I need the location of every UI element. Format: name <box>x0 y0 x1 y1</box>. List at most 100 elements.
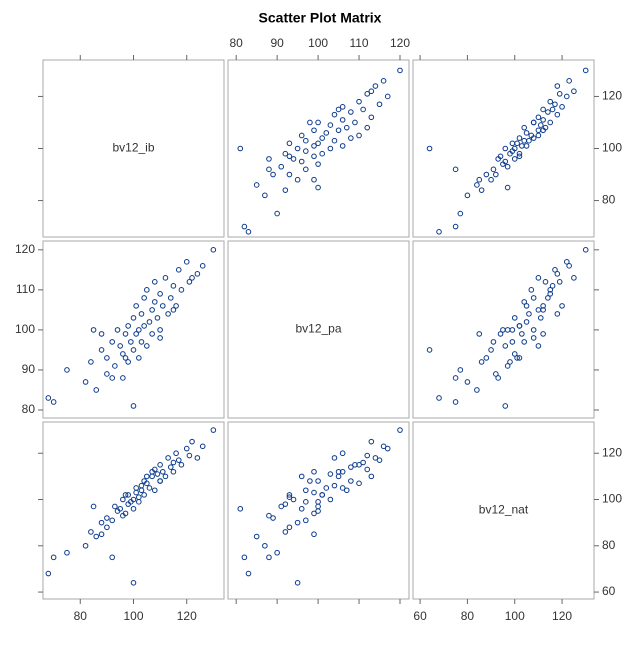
point <box>109 375 116 381</box>
point <box>436 228 442 235</box>
point <box>245 570 252 577</box>
point <box>165 311 171 317</box>
point <box>270 171 276 178</box>
point <box>478 359 485 365</box>
x-tick-label: 120 <box>552 609 572 623</box>
point <box>130 403 137 409</box>
point <box>368 114 375 121</box>
point <box>138 487 145 494</box>
x-tick-label: 80 <box>230 36 244 50</box>
point <box>237 145 244 152</box>
point <box>112 363 118 369</box>
point <box>298 505 305 512</box>
point <box>183 445 190 452</box>
point <box>343 124 350 131</box>
point <box>339 143 346 149</box>
point <box>368 438 375 445</box>
point <box>173 303 179 309</box>
point <box>348 135 354 141</box>
point <box>141 492 147 498</box>
point <box>426 145 433 152</box>
point <box>130 505 137 512</box>
point <box>530 295 537 301</box>
point <box>120 351 126 357</box>
point <box>98 519 105 526</box>
point <box>514 355 520 361</box>
point <box>556 91 563 97</box>
point <box>136 355 142 361</box>
point <box>157 291 163 297</box>
point <box>559 104 565 110</box>
point <box>549 106 556 113</box>
point <box>294 145 301 152</box>
point <box>339 104 346 110</box>
point <box>82 379 89 385</box>
point <box>490 166 497 173</box>
point <box>497 331 504 337</box>
point <box>307 119 313 126</box>
point <box>290 156 297 162</box>
point <box>128 339 134 345</box>
point <box>364 124 371 131</box>
point <box>125 359 131 365</box>
point <box>266 166 272 173</box>
point <box>360 106 366 113</box>
point <box>511 156 518 162</box>
point <box>210 247 217 253</box>
x-tick-label: 60 <box>413 609 427 623</box>
y-tick-label: 110 <box>16 282 35 296</box>
point <box>540 117 546 123</box>
point <box>547 119 554 126</box>
point <box>210 427 217 433</box>
point <box>307 478 313 484</box>
point <box>504 163 511 170</box>
point <box>303 148 309 154</box>
point <box>516 135 523 141</box>
point <box>120 496 126 503</box>
point <box>516 355 523 361</box>
panel <box>412 421 595 600</box>
point <box>253 182 260 188</box>
point <box>502 343 509 349</box>
x-tick-label: 120 <box>177 609 197 623</box>
point <box>547 98 554 105</box>
point <box>372 455 379 461</box>
point <box>294 519 301 526</box>
point <box>262 542 268 549</box>
point <box>545 295 551 301</box>
point <box>194 271 201 277</box>
point <box>274 210 280 217</box>
x-tick-label: 90 <box>270 36 284 50</box>
point <box>474 182 480 188</box>
point <box>521 124 528 131</box>
y-tick-label: 80 <box>22 402 36 416</box>
y-tick-label: 90 <box>22 362 36 376</box>
x-tick-label: 80 <box>461 609 475 623</box>
point <box>175 457 182 463</box>
point <box>286 492 293 498</box>
point <box>348 109 354 115</box>
point <box>170 468 177 475</box>
point <box>397 427 403 433</box>
point <box>104 371 110 377</box>
point <box>526 311 532 317</box>
panel <box>227 240 410 419</box>
point <box>547 291 554 297</box>
point <box>502 145 509 152</box>
point <box>266 512 272 519</box>
point <box>245 228 252 235</box>
point <box>175 267 182 273</box>
point <box>266 554 272 561</box>
point <box>253 533 260 540</box>
point <box>352 462 358 468</box>
point <box>104 355 110 361</box>
point <box>339 485 346 491</box>
point <box>563 93 570 100</box>
point <box>311 531 317 538</box>
y-tick-label: 120 <box>602 445 622 459</box>
point <box>122 510 129 517</box>
point <box>502 158 509 165</box>
point <box>170 307 177 313</box>
point <box>507 359 513 365</box>
point <box>315 478 321 484</box>
